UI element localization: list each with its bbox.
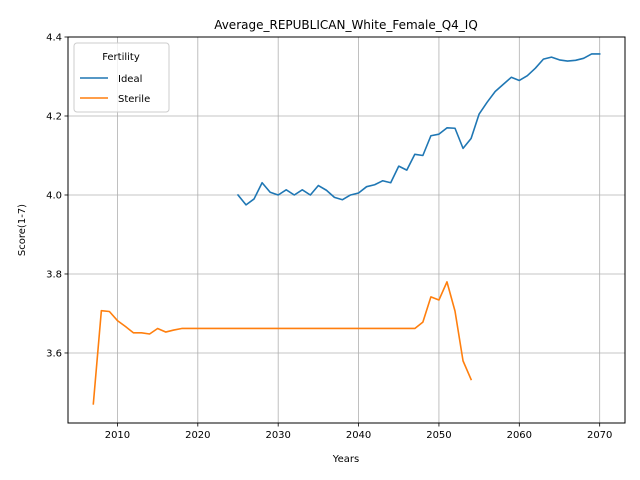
y-tick-label: 4.0 <box>46 190 62 201</box>
y-tick-label: 4.4 <box>46 33 62 44</box>
x-axis: 2010 2020 2030 2040 2050 2060 2070 <box>105 423 612 441</box>
x-tick-label: 2030 <box>265 430 290 441</box>
legend-box <box>73 42 170 113</box>
legend-label-ideal: Ideal <box>118 74 142 85</box>
y-tick-label: 4.2 <box>46 111 62 122</box>
y-axis-label: Score(1-7) <box>17 204 28 256</box>
x-tick-label: 2010 <box>105 430 130 441</box>
y-tick-label: 3.8 <box>46 269 62 280</box>
legend-label-sterile: Sterile <box>118 94 150 105</box>
x-tick-label: 2020 <box>185 430 210 441</box>
legend: Fertility Ideal Sterile <box>73 42 170 113</box>
x-tick-label: 2070 <box>587 430 612 441</box>
x-tick-label: 2050 <box>426 430 451 441</box>
y-tick-label: 3.6 <box>46 348 62 359</box>
series-line-sterile <box>92 281 473 405</box>
x-tick-label: 2060 <box>507 430 532 441</box>
y-axis: 3.6 3.8 4.0 4.2 4.4 <box>46 33 68 359</box>
series-layer <box>92 53 601 405</box>
series-line-ideal <box>236 53 601 206</box>
x-tick-label: 2040 <box>346 430 371 441</box>
plot-frame <box>67 36 626 424</box>
chart-title: Average_REPUBLICAN_White_Female_Q4_IQ <box>214 18 478 32</box>
x-axis-label: Years <box>332 454 359 465</box>
legend-title: Fertility <box>102 52 140 63</box>
